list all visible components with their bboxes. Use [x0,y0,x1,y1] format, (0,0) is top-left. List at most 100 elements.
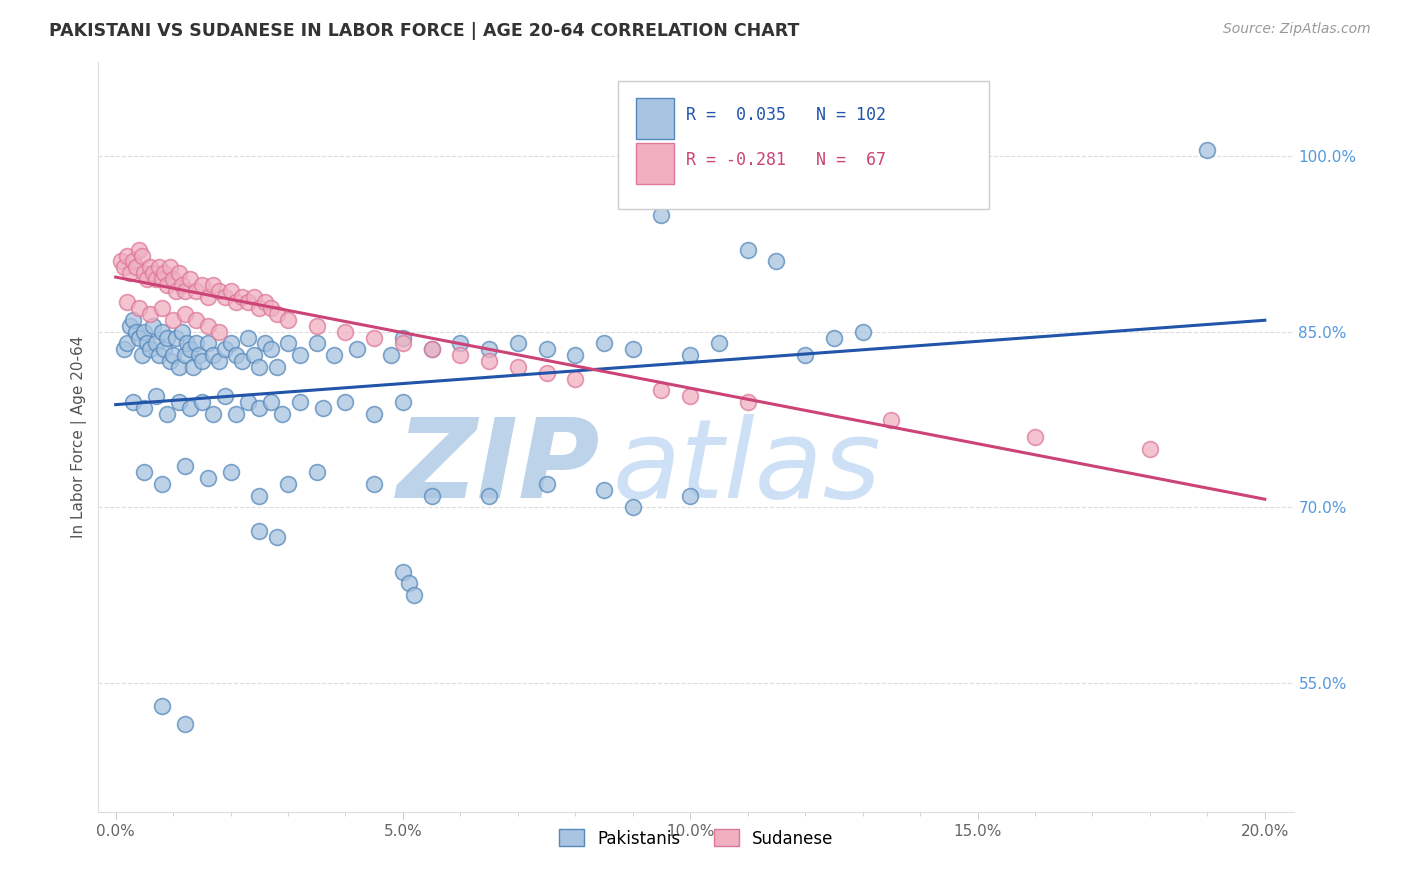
Point [181,359,204,374]
Point [115,249,138,263]
Point [260,301,283,316]
Point [650,208,672,222]
Point [593,336,616,351]
Point [404,588,426,602]
Point [159,260,181,275]
Legend: Pakistanis, Sudanese: Pakistanis, Sudanese [550,821,842,855]
Point [242,289,264,303]
Point [165,330,187,344]
Point [202,407,225,421]
Point [148,260,170,275]
Point [392,336,415,351]
Point [794,348,817,362]
Point [125,260,148,275]
Point [225,348,247,362]
Point [142,318,165,333]
Text: ZIP: ZIP [396,414,600,521]
Point [134,465,156,479]
Point [167,359,190,374]
Point [134,325,156,339]
Text: Source: ZipAtlas.com: Source: ZipAtlas.com [1223,22,1371,37]
Point [115,336,138,351]
Point [335,395,357,409]
Point [420,343,443,357]
Point [420,489,443,503]
Point [150,301,173,316]
Point [707,336,730,351]
Point [214,343,236,357]
Point [346,343,368,357]
Point [145,272,167,286]
Point [449,348,471,362]
Point [173,284,195,298]
FancyBboxPatch shape [637,98,675,139]
Point [288,395,311,409]
FancyBboxPatch shape [637,144,675,184]
Point [277,336,299,351]
Point [139,307,162,321]
Point [392,565,415,579]
Point [139,260,162,275]
Point [170,325,193,339]
Point [153,343,176,357]
Point [449,336,471,351]
Point [880,412,903,426]
Point [380,348,402,362]
Point [271,407,294,421]
Point [156,277,179,292]
Point [173,348,195,362]
Point [737,243,759,257]
Point [236,395,259,409]
Point [197,318,219,333]
Point [260,395,283,409]
Point [197,336,219,351]
Point [323,348,346,362]
Point [536,477,558,491]
Point [153,266,176,280]
Point [184,313,207,327]
Point [506,359,529,374]
Point [139,343,162,357]
Point [1139,442,1161,456]
Point [392,395,415,409]
Point [254,336,277,351]
Point [184,284,207,298]
Point [197,471,219,485]
Point [145,389,167,403]
Point [112,260,135,275]
Point [1197,143,1219,157]
Point [128,301,150,316]
Point [136,272,159,286]
Point [214,289,236,303]
Point [266,307,288,321]
Point [1024,430,1046,444]
Point [247,359,270,374]
Point [679,489,702,503]
Point [173,307,195,321]
Text: R = -0.281   N =  67: R = -0.281 N = 67 [686,151,886,169]
Point [363,407,385,421]
Point [650,384,672,398]
Point [219,284,242,298]
Point [266,530,288,544]
Point [277,477,299,491]
Point [131,249,153,263]
Point [122,254,145,268]
Point [236,330,259,344]
Point [398,576,420,591]
Point [219,336,242,351]
Point [167,395,190,409]
Point [208,354,231,368]
Point [173,459,195,474]
Text: R =  0.035   N = 102: R = 0.035 N = 102 [686,106,886,124]
Point [150,699,173,714]
Point [122,395,145,409]
Point [118,266,141,280]
Point [156,330,179,344]
Point [125,325,148,339]
Point [179,343,201,357]
Point [242,348,264,362]
Point [110,254,132,268]
Point [170,277,193,292]
Point [112,343,135,357]
